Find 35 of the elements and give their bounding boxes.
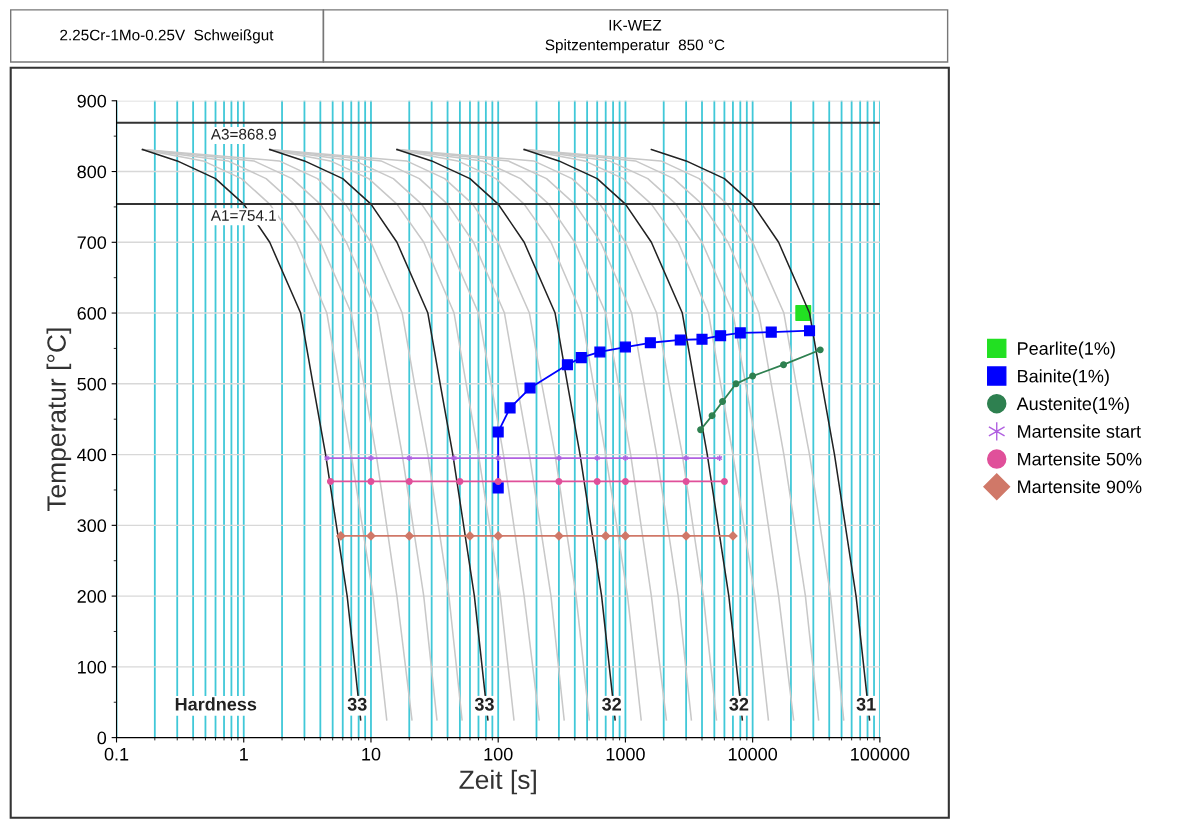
y-tick-label: 800 <box>77 165 107 179</box>
x-tick-label: 10 <box>362 747 381 761</box>
chart-subtitle: IK-WEZ Spitzentemperatur 850 °C <box>545 19 725 54</box>
x-tick-label: 100 <box>484 747 513 761</box>
y-tick-label: 500 <box>77 377 107 391</box>
annotation: 32 <box>729 697 749 711</box>
legend-label: Martensite 90% <box>1018 479 1142 494</box>
y-tick-label: 0 <box>97 731 107 745</box>
ref-line-label: A3=868.9 <box>210 128 276 140</box>
y-tick-label: 700 <box>77 236 107 250</box>
legend-label: Bainite(1%) <box>1018 369 1109 387</box>
x-tick-label: 1000 <box>606 747 645 761</box>
chart-title: 2.25Cr-1Mo-0.25V Schweißgut <box>60 29 274 44</box>
annotation: 33 <box>474 697 494 711</box>
y-tick-label: 900 <box>77 94 107 108</box>
x-tick-label: 0.1 <box>104 747 129 761</box>
legend-label: Martensite start <box>1018 424 1141 438</box>
legend-label: Austenite(1%) <box>1016 396 1129 414</box>
annotation: 33 <box>347 697 367 711</box>
annotation: 32 <box>602 697 622 711</box>
legend-label: Martensite 50% <box>1018 452 1142 466</box>
y-tick-label: 100 <box>78 660 107 674</box>
annotation: Hardness <box>175 697 257 711</box>
ref-line-label: A1=754.1 <box>210 210 276 221</box>
x-axis-title: Zeit [s] <box>459 769 536 795</box>
y-tick-label: 300 <box>77 519 107 533</box>
x-tick-label: 10000 <box>728 747 778 761</box>
x-tick-label: 1 <box>240 748 248 761</box>
annotation: 31 <box>856 697 876 711</box>
y-tick-label: 400 <box>77 448 107 462</box>
y-tick-label: 200 <box>77 590 107 603</box>
x-tick-label: 100000 <box>851 747 910 761</box>
y-tick-label: 600 <box>77 306 107 320</box>
legend-label: Pearlite(1%) <box>1018 341 1115 359</box>
y-axis-title: Temperatur [°C] <box>46 328 72 512</box>
